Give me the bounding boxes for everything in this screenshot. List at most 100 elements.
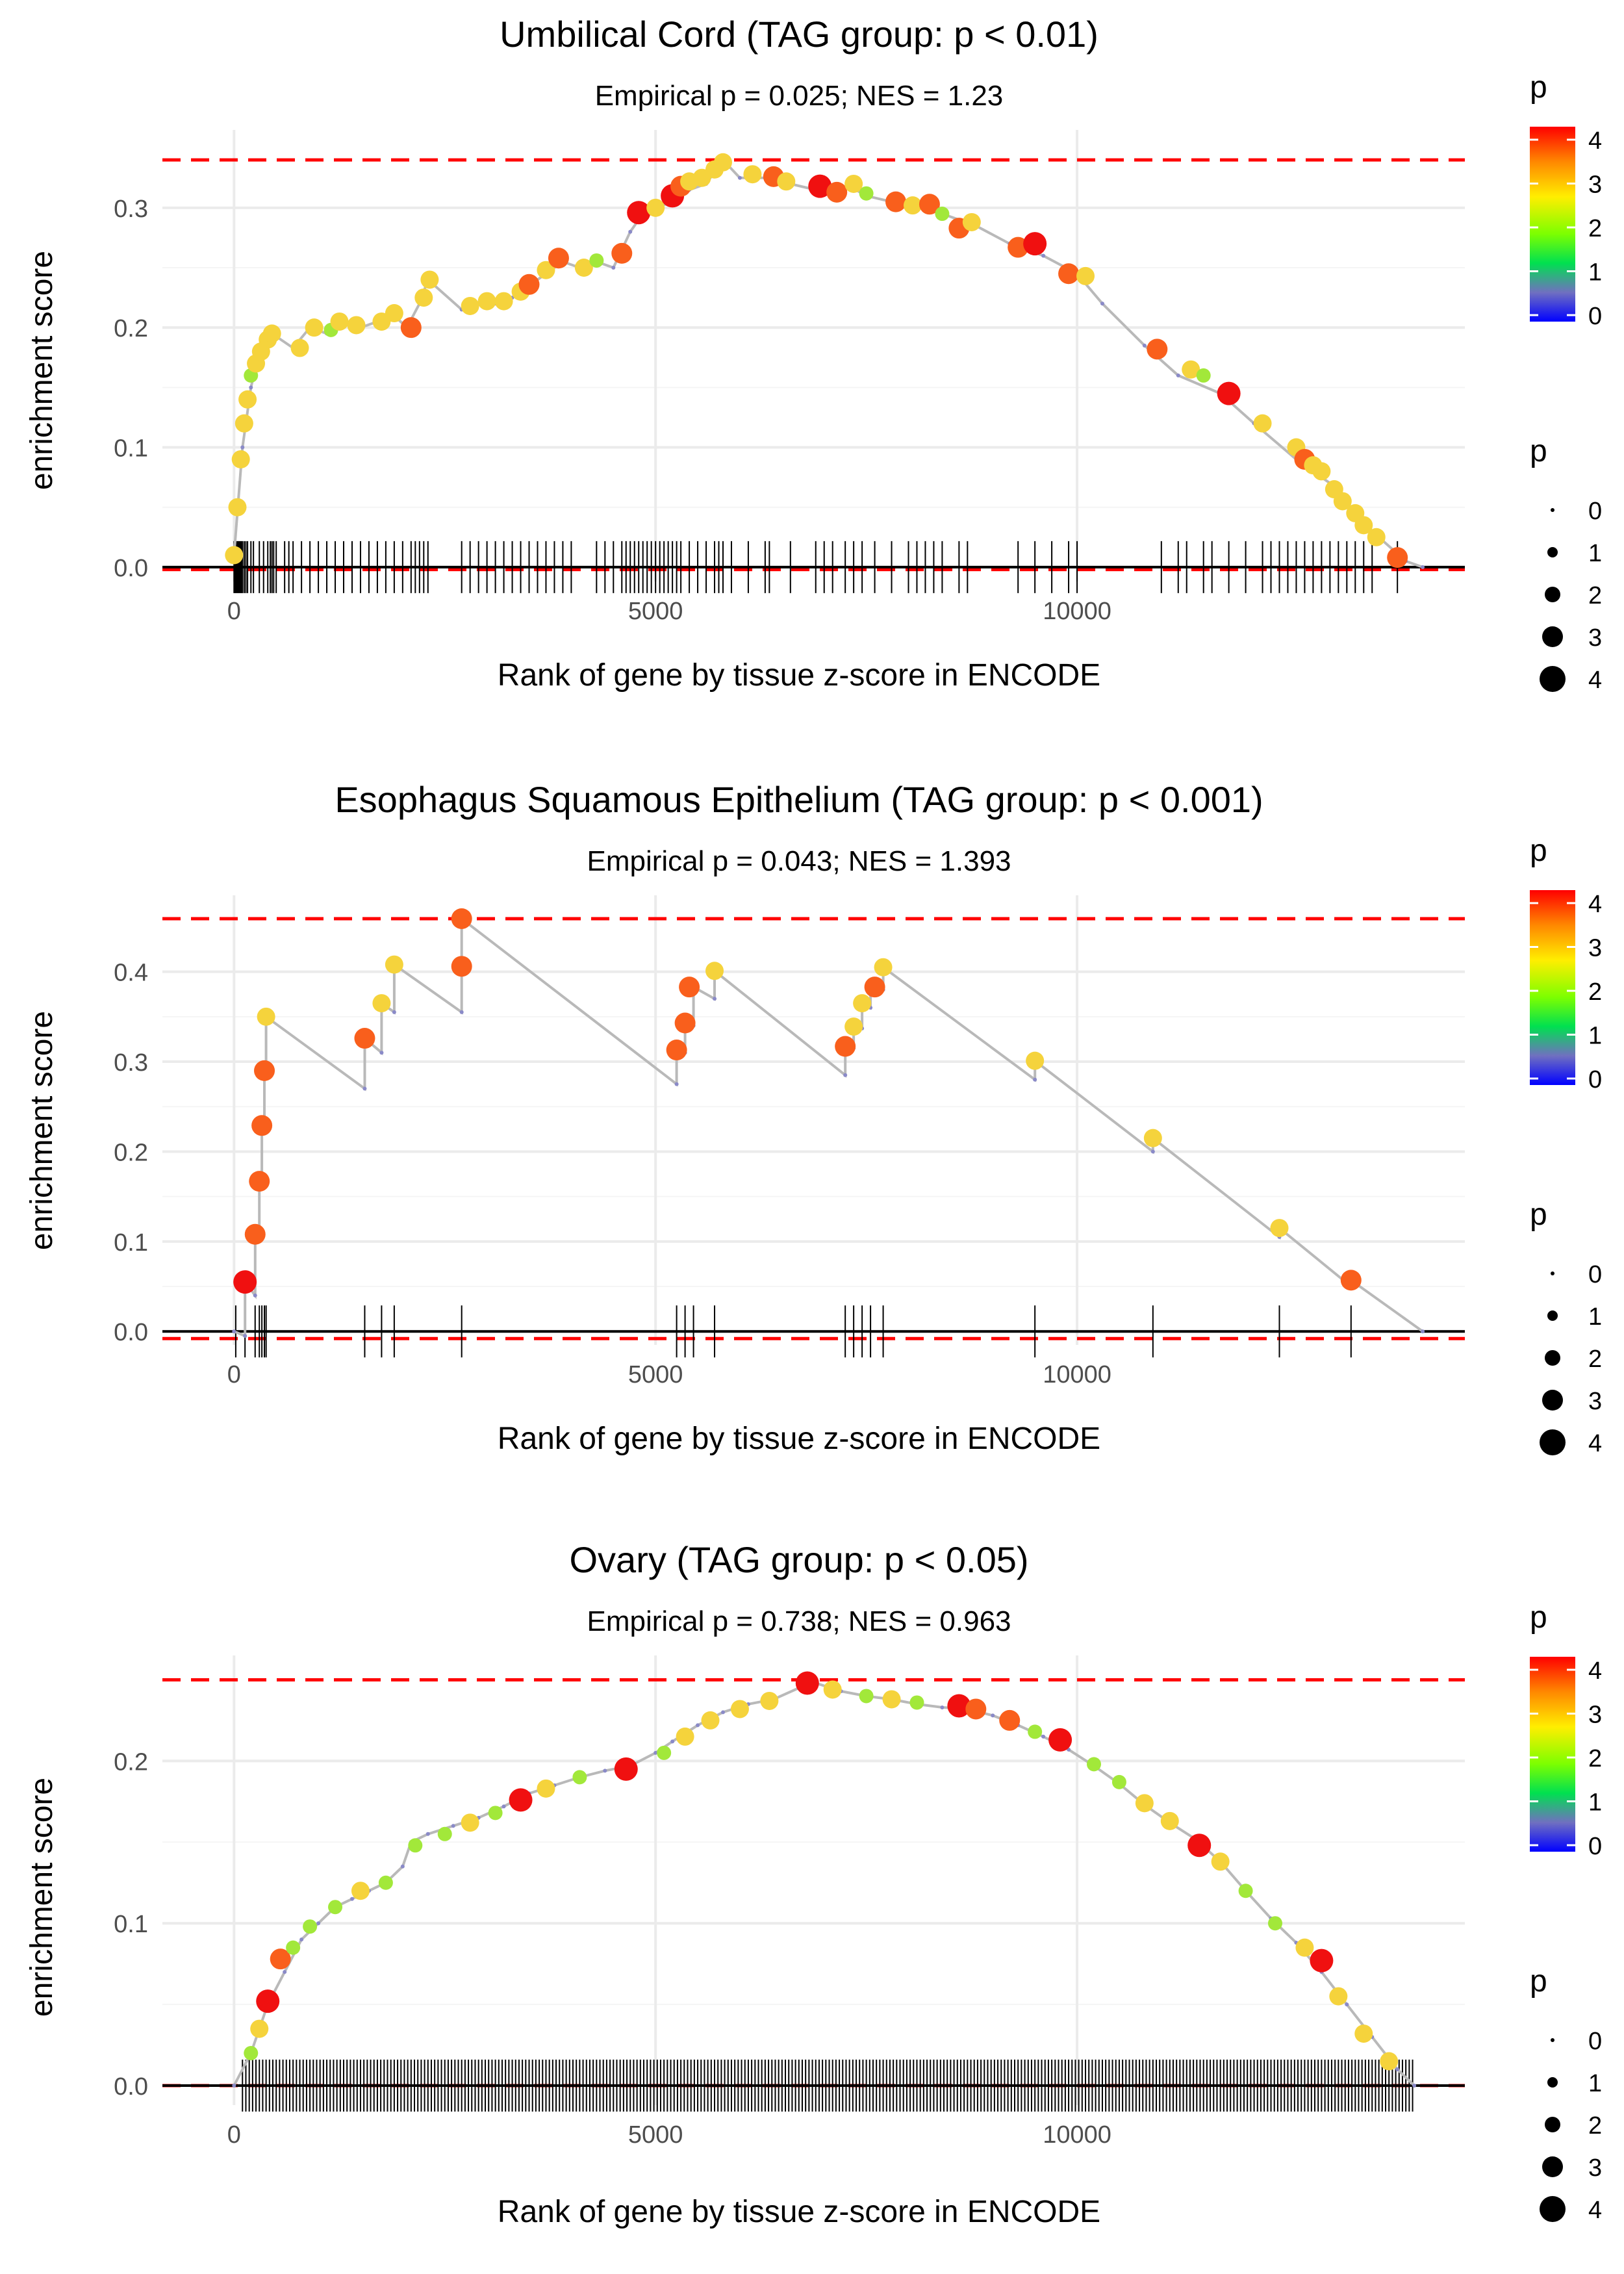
es-node	[425, 1832, 430, 1836]
data-point	[823, 1680, 842, 1699]
plot-area: 0.0 0.1 0.2 0 5000 10000	[114, 1655, 1465, 2149]
data-point	[962, 212, 981, 231]
data-point	[537, 1779, 555, 1798]
data-point	[225, 546, 244, 565]
size-legend-dot	[1547, 1310, 1558, 1321]
es-node	[232, 2084, 236, 2088]
color-bar-label: 3	[1588, 172, 1602, 199]
size-legend-label: 4	[1588, 2197, 1602, 2224]
y-axis-label: enrichment score	[25, 1778, 59, 2017]
data-point	[1312, 462, 1331, 481]
data-point	[354, 1028, 375, 1049]
data-point	[611, 242, 633, 264]
es-node	[283, 1970, 287, 1974]
y-tick-label: 0.3	[114, 196, 148, 223]
data-point	[1147, 339, 1168, 360]
data-point	[795, 1671, 819, 1695]
size-legend-label: 1	[1588, 2070, 1602, 2097]
color-bar-label: 1	[1588, 259, 1602, 287]
es-node	[674, 1082, 679, 1086]
data-point	[249, 1171, 270, 1192]
data-point	[305, 318, 324, 337]
es-node	[1412, 2084, 1417, 2088]
es-node	[628, 229, 633, 234]
chart-subtitle: Empirical p = 0.738; NES = 0.963	[587, 1605, 1011, 1637]
data-point	[233, 1270, 257, 1294]
color-legend-title: p	[1530, 834, 1547, 868]
color-bar-label: 4	[1588, 127, 1602, 155]
data-point	[509, 1788, 533, 1812]
data-point	[676, 1727, 694, 1746]
panel-esophagus: Esophagus Squamous Epithelium (TAG group…	[25, 779, 1465, 1456]
data-point	[1111, 1774, 1126, 1789]
es-node	[243, 1334, 247, 1338]
data-point	[548, 248, 569, 269]
size-legend-dot	[1542, 626, 1563, 647]
size-legend-dot	[1540, 1429, 1566, 1455]
es-node	[603, 1769, 607, 1773]
y-tick-label: 0.2	[114, 1139, 148, 1166]
es-node	[316, 1921, 321, 1926]
data-point	[844, 1017, 863, 1036]
data-point	[378, 1875, 393, 1890]
data-point	[1048, 1728, 1072, 1752]
color-bar-label: 1	[1588, 1023, 1602, 1050]
chart-subtitle: Empirical p = 0.043; NES = 1.393	[587, 845, 1011, 877]
size-legend-label: 0	[1588, 2028, 1602, 2055]
data-point	[1076, 266, 1095, 285]
data-point	[835, 1036, 856, 1057]
data-point	[1028, 1724, 1043, 1739]
x-axis-label: Rank of gene by tissue z-score in ENCODE	[498, 2195, 1100, 2229]
data-point	[808, 174, 832, 198]
y-tick-label: 0.3	[114, 1049, 148, 1077]
plot-area: 0.0 0.1 0.2 0.3 0.4 0 5000 10000	[114, 895, 1465, 1388]
data-point	[1268, 1916, 1283, 1931]
es-node	[1033, 1077, 1037, 1082]
es-node	[232, 1329, 236, 1334]
data-point	[347, 316, 366, 335]
data-point	[385, 304, 403, 323]
es-node	[843, 1073, 848, 1077]
es-node	[459, 1010, 464, 1014]
data-point	[437, 1826, 452, 1841]
es-node	[737, 175, 742, 180]
data-point	[1026, 1051, 1045, 1070]
color-bar-label: 3	[1588, 935, 1602, 962]
data-point	[1058, 263, 1080, 285]
y-tick-label: 0.4	[114, 960, 148, 987]
es-node	[1150, 1149, 1155, 1154]
es-node	[253, 1293, 257, 1297]
data-point	[1310, 1948, 1334, 1973]
data-point	[270, 1948, 291, 1970]
size-legend-label: 2	[1588, 2112, 1602, 2140]
size-legend-dot	[1542, 1390, 1563, 1411]
y-tick-label: 0.1	[114, 1229, 148, 1257]
data-point	[882, 1690, 901, 1709]
data-point	[385, 955, 403, 974]
data-point	[1380, 2052, 1399, 2071]
x-tick-label: 0	[227, 598, 241, 625]
data-point	[999, 1709, 1021, 1731]
es-node	[720, 1710, 725, 1715]
data-point	[494, 292, 513, 311]
chart-title: Umbilical Cord (TAG group: p < 0.01)	[500, 14, 1098, 55]
es-line	[233, 157, 1423, 568]
x-tick-label: 0	[227, 2121, 241, 2149]
data-point	[408, 1838, 423, 1853]
data-point	[777, 172, 796, 191]
data-point	[859, 1689, 874, 1704]
data-point	[1182, 360, 1200, 379]
color-bar-label: 3	[1588, 1702, 1602, 1729]
data-point	[743, 165, 762, 184]
data-point	[1135, 1794, 1154, 1813]
size-legend-label: 0	[1588, 1261, 1602, 1288]
data-point	[244, 2046, 259, 2061]
es-node	[501, 1804, 506, 1809]
data-point	[1086, 1757, 1101, 1772]
size-legend-title: p	[1530, 434, 1547, 468]
data-point	[451, 908, 472, 929]
size-legend-label: 1	[1588, 540, 1602, 567]
es-node	[1421, 565, 1425, 569]
es-node	[611, 266, 616, 270]
es-node	[1041, 1734, 1046, 1739]
